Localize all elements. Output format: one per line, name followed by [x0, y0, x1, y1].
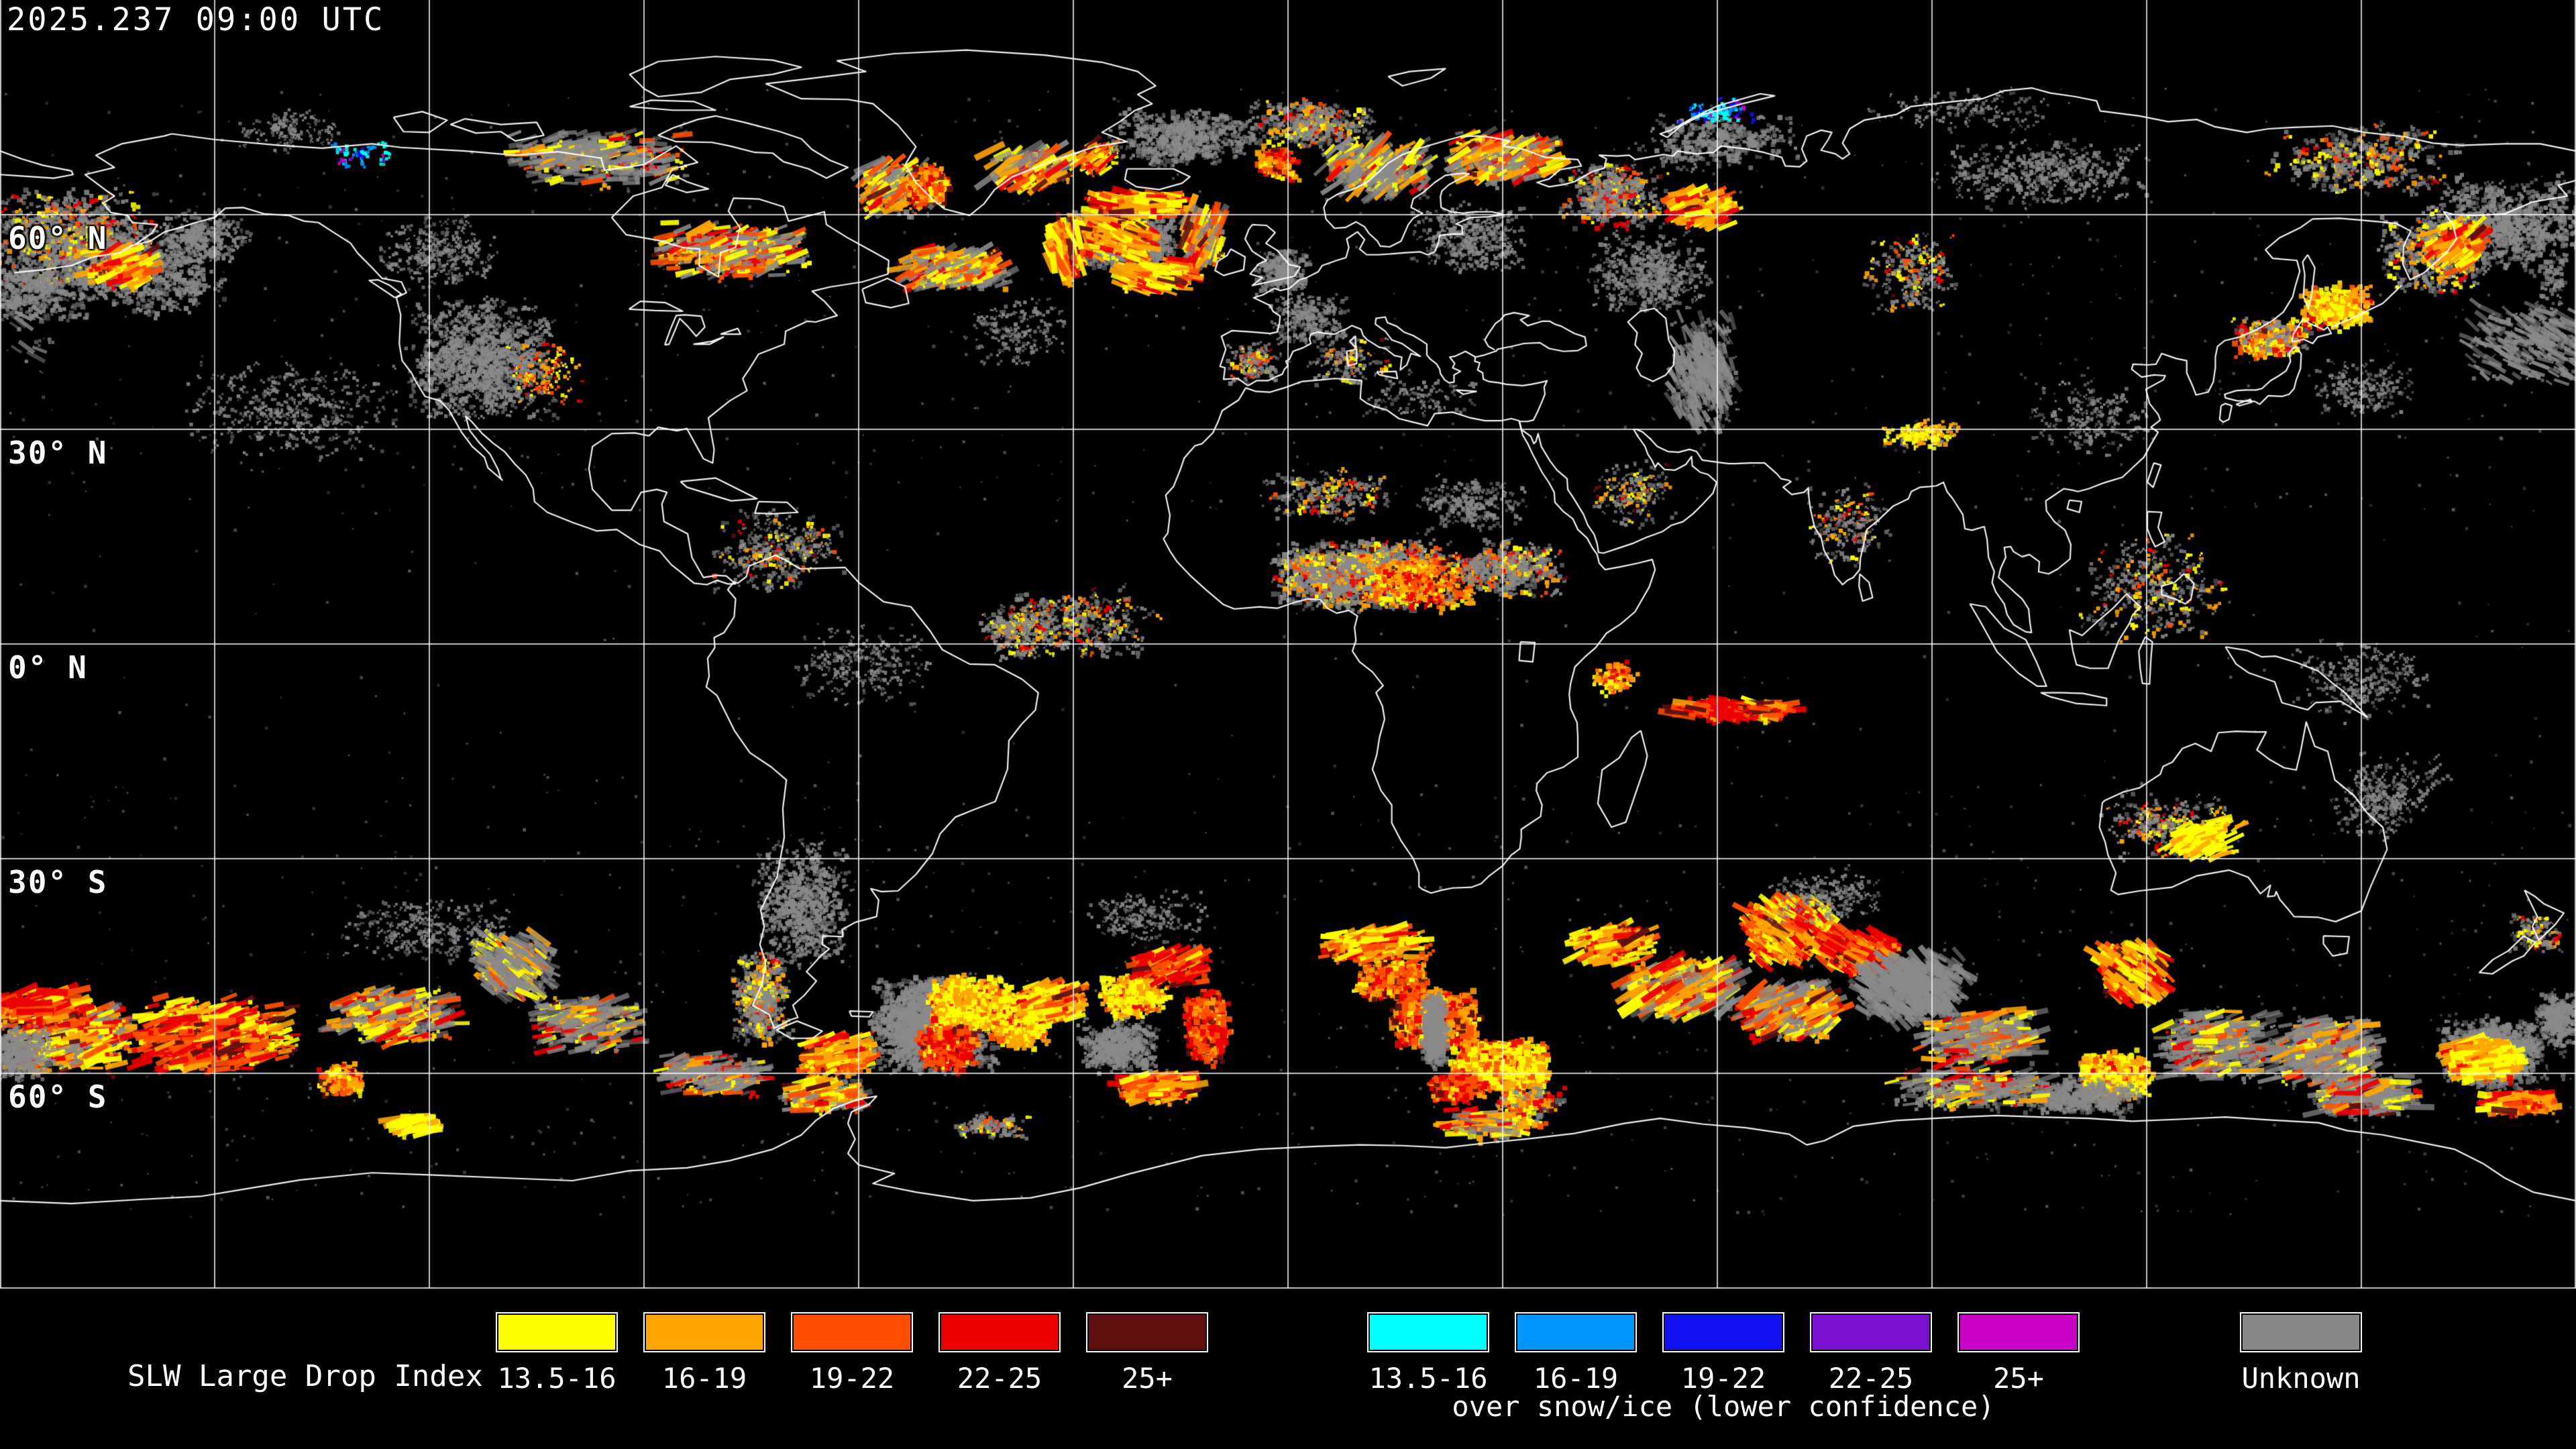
legend-range-label: 16-19: [1533, 1362, 1619, 1395]
lat-label: 0° N: [8, 649, 88, 686]
legend-swatch: [1367, 1312, 1489, 1352]
legend-swatch: [643, 1312, 765, 1352]
legend-swatch: [938, 1312, 1061, 1352]
legend-range-label: 13.5-16: [1368, 1362, 1488, 1395]
legend-range-label: 16-19: [661, 1362, 747, 1395]
lat-label: 30° N: [8, 435, 108, 471]
legend-swatch: [1515, 1312, 1637, 1352]
legend-swatch: [791, 1312, 913, 1352]
legend-range-label: 22-25: [957, 1362, 1042, 1395]
legend-unknown-swatch: [2240, 1312, 2362, 1352]
legend-snow-ice-caption: over snow/ice (lower confidence): [1452, 1390, 1995, 1423]
legend-range-label: 19-22: [1680, 1362, 1766, 1395]
legend-range-label: 25+: [1993, 1362, 2044, 1395]
lat-label: 60° S: [8, 1079, 108, 1115]
legend-range-label: 13.5-16: [497, 1362, 616, 1395]
legend-range-label: 25+: [1122, 1362, 1173, 1395]
legend-title: SLW Large Drop Index: [127, 1359, 483, 1393]
legend-range-label: 19-22: [809, 1362, 895, 1395]
legend-swatch: [1957, 1312, 2080, 1352]
legend-swatch: [496, 1312, 618, 1352]
legend-swatch: [1810, 1312, 1932, 1352]
legend-unknown-label: Unknown: [2241, 1362, 2361, 1395]
timestamp-label: 2025.237 09:00 UTC: [7, 1, 385, 38]
legend-swatch: [1662, 1312, 1784, 1352]
lat-label: 60° N: [8, 220, 108, 256]
legend-range-label: 22-25: [1828, 1362, 1914, 1395]
lat-label: 30° S: [8, 864, 108, 900]
legend-swatch: [1086, 1312, 1208, 1352]
